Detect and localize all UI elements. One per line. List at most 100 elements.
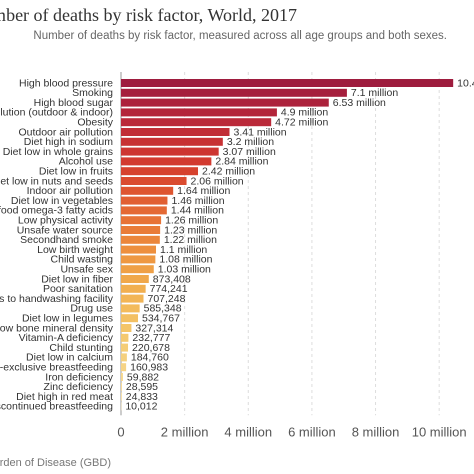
value-label: 873,408 <box>153 273 191 285</box>
bar <box>121 275 149 283</box>
bar <box>121 324 132 332</box>
category-label: Air pollution (outdoor & indoor) <box>0 107 113 119</box>
category-label: Discontinued breastfeeding <box>0 401 113 413</box>
bar <box>121 245 156 254</box>
category-label: Indoor air pollution <box>27 185 114 197</box>
bar <box>121 284 146 293</box>
value-label: 10.44 million <box>457 77 474 89</box>
bar <box>121 216 162 225</box>
value-label: 184,760 <box>131 352 169 364</box>
x-tick-label: 6 million <box>288 424 336 439</box>
bar <box>121 98 329 107</box>
bar <box>121 88 347 97</box>
category-label: High blood pressure <box>19 77 113 89</box>
x-tick-label: 4 million <box>224 424 272 439</box>
bar <box>121 353 127 362</box>
value-label: 2.06 million <box>191 175 244 187</box>
value-label: 1.08 million <box>159 254 212 266</box>
category-label: Iron deficiency <box>45 371 113 383</box>
category-label: Poor sanitation <box>43 283 113 295</box>
value-label: 1.46 million <box>171 195 224 207</box>
category-label: Drug use <box>70 303 113 315</box>
category-label: Diet low in fruits <box>39 165 113 177</box>
category-label: Diet low in whole grains <box>3 146 113 158</box>
value-label: 4.72 million <box>275 116 328 128</box>
bar <box>121 79 454 87</box>
value-label: 1.1 million <box>160 244 207 256</box>
value-label: 1.22 million <box>164 234 217 246</box>
x-tick-label: 10 million <box>412 424 467 439</box>
bar <box>121 128 230 136</box>
x-tick-label: 8 million <box>352 424 400 439</box>
value-label: 4.9 million <box>281 107 328 119</box>
bar <box>121 196 168 205</box>
value-label: 59,882 <box>127 371 159 383</box>
category-label: Smoking <box>72 87 113 99</box>
value-label: 707,248 <box>148 293 186 305</box>
category-label: Low bone mineral density <box>0 322 114 334</box>
value-label: 2.84 million <box>215 156 268 168</box>
value-label: 28,595 <box>126 381 158 393</box>
value-label: 1.23 million <box>164 224 217 236</box>
value-label: 1.03 million <box>158 263 211 275</box>
category-label: Diet low in seafood omega-3 fatty acids <box>0 205 113 217</box>
value-label: 3.41 million <box>234 126 287 138</box>
value-label: 6.53 million <box>333 97 386 109</box>
category-label: Unsafe sex <box>60 263 113 275</box>
chart-title: Number of deaths by risk factor, World, … <box>0 5 297 25</box>
bar <box>121 226 161 234</box>
category-label: Alcohol use <box>59 156 113 168</box>
value-label: 24,833 <box>126 391 158 403</box>
value-label: 232,777 <box>132 332 170 344</box>
value-label: 160,983 <box>130 361 168 373</box>
bar <box>121 294 144 303</box>
value-label: 1.64 million <box>177 185 230 197</box>
category-label: Diet high in red meat <box>16 391 113 403</box>
category-label: Low birth weight <box>37 244 113 256</box>
category-label: Unsafe water source <box>17 224 113 236</box>
bar <box>121 392 122 401</box>
category-label: Zinc deficiency <box>44 381 114 393</box>
bar <box>121 206 167 215</box>
bar <box>121 108 277 117</box>
value-label: 1.44 million <box>171 205 224 217</box>
category-label: Diet low in legumes <box>22 312 113 324</box>
category-label: Diet low in fiber <box>41 273 113 285</box>
category-label: Secondhand smoke <box>20 234 113 246</box>
category-label: Obesity <box>77 116 113 128</box>
x-tick-label: 2 million <box>161 424 209 439</box>
value-label: 534,767 <box>142 312 180 324</box>
value-label: 1.26 million <box>165 214 218 226</box>
bar <box>121 265 154 274</box>
bar <box>121 186 174 195</box>
bar <box>121 167 198 176</box>
bar <box>121 314 139 323</box>
bar <box>121 382 122 391</box>
category-label: Diet low in nuts and seeds <box>0 175 113 187</box>
bar <box>121 118 272 127</box>
value-label: 585,348 <box>144 303 182 315</box>
chart-subtitle: Number of deaths by risk factor, measure… <box>33 30 447 42</box>
value-label: 220,678 <box>132 342 170 354</box>
category-label: Child stunting <box>49 342 113 354</box>
bar <box>121 177 187 185</box>
category-label: Diet high in sodium <box>24 136 114 148</box>
value-label: 10,012 <box>125 401 157 413</box>
bar <box>121 363 127 372</box>
category-label: Diet low in calcium <box>26 352 113 364</box>
category-label: Outdoor air pollution <box>18 126 113 138</box>
bar <box>121 147 219 156</box>
category-label: No access to handwashing facility <box>0 293 114 305</box>
bar <box>121 343 129 352</box>
source: Source: IHME, Global Burden of Disease (… <box>0 457 111 469</box>
category-label: Low physical activity <box>18 214 114 226</box>
value-label: 774,241 <box>150 283 188 295</box>
bar <box>121 255 156 264</box>
category-label: Diet low in vegetables <box>11 195 113 207</box>
category-label: High blood sugar <box>34 97 114 109</box>
category-label: Vitamin-A deficiency <box>19 332 114 344</box>
value-label: 3.07 million <box>223 146 276 158</box>
value-label: 3.2 million <box>227 136 274 148</box>
value-label: 2.42 million <box>202 165 255 177</box>
